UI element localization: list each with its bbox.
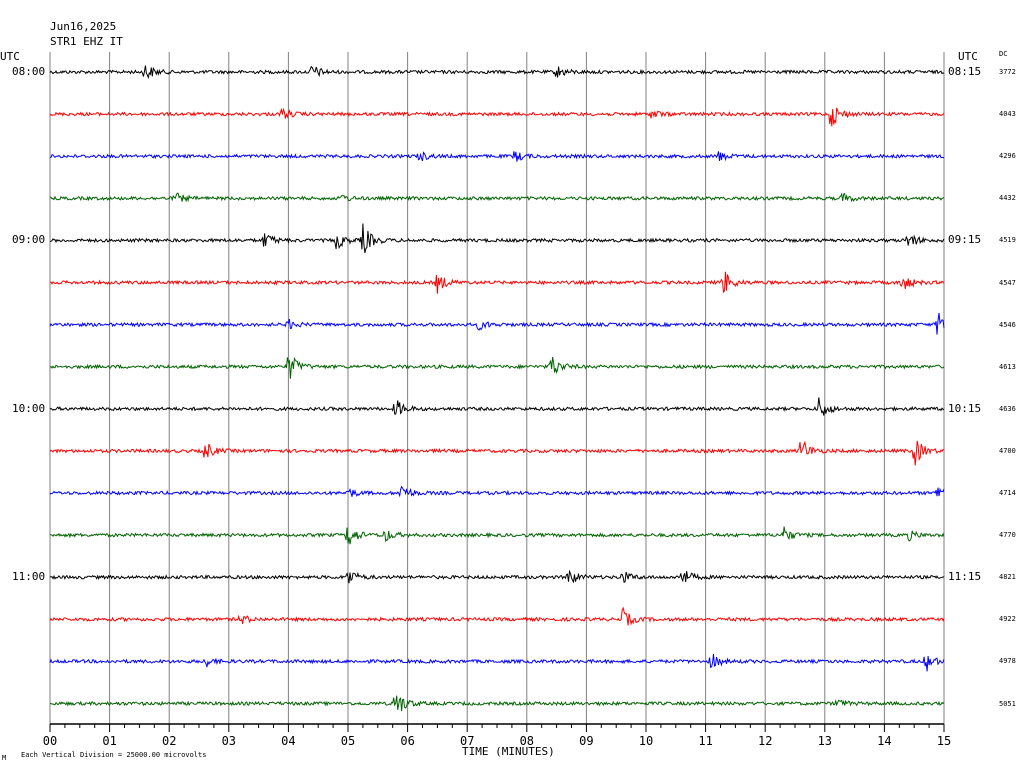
right-time-label: 10:15 <box>948 401 982 415</box>
trace-row-4 <box>49 223 945 254</box>
x-tick-label-11: 11 <box>698 734 712 748</box>
trace-row-1 <box>49 107 945 127</box>
trace-row-15 <box>49 695 945 712</box>
x-tick-label-12: 12 <box>758 734 772 748</box>
x-tick-label-8: 08 <box>520 734 534 748</box>
dc-offset-label: 4821 <box>999 573 1016 582</box>
trace-row-2 <box>49 151 945 162</box>
x-tick-label-7: 07 <box>460 734 474 748</box>
x-tick-label-0: 00 <box>43 734 57 748</box>
trace-row-14 <box>49 654 945 672</box>
dc-offset-label: 4978 <box>999 657 1016 666</box>
trace-row-9 <box>49 440 945 466</box>
x-tick-label-6: 06 <box>400 734 414 748</box>
traces <box>49 65 945 712</box>
x-axis-title: TIME (MINUTES) <box>462 745 555 758</box>
right-time-label: 11:15 <box>948 570 982 584</box>
x-tick-label-5: 05 <box>341 734 355 748</box>
x-tick-label-14: 14 <box>877 734 891 748</box>
dc-offset-label: 4714 <box>999 489 1016 497</box>
dc-offset-label: 4519 <box>999 236 1016 245</box>
left-time-label: 10:00 <box>12 401 46 415</box>
trace-row-3 <box>49 192 945 203</box>
dc-offset-label: 4296 <box>999 152 1016 161</box>
dc-label: DC <box>999 50 1008 58</box>
x-tick-label-2: 02 <box>162 734 176 748</box>
left-time-label: 08:00 <box>12 65 46 78</box>
dc-offset-label: 5051 <box>999 699 1016 708</box>
x-tick-label-4: 04 <box>281 734 295 748</box>
dc-offset-label: 4547 <box>999 278 1016 287</box>
x-tick-label-3: 03 <box>222 734 236 748</box>
dc-offset-label: 4770 <box>999 531 1016 540</box>
corner-mark: M <box>2 754 7 762</box>
dc-offset-label: 4922 <box>999 615 1016 624</box>
left-time-label: 09:00 <box>12 233 46 247</box>
dc-offset-label: 4432 <box>999 194 1016 203</box>
trace-row-7 <box>49 356 945 379</box>
dc-offset-label: 4613 <box>999 362 1016 371</box>
x-axis: 00 01 02 03 04 05 06 07 08 09 10 11 12 13 14 15 <box>43 724 951 748</box>
trace-row-0 <box>49 65 945 80</box>
dc-offset-label: 4546 <box>999 320 1016 329</box>
trace-row-8 <box>49 397 945 416</box>
grid <box>49 52 945 725</box>
chart-date: Jun16,2025 <box>50 20 117 33</box>
x-tick-label-9: 09 <box>579 734 593 748</box>
right-time-label: 09:15 <box>948 233 982 247</box>
dc-offset-label: 4043 <box>999 110 1016 119</box>
utc-right-label: UTC <box>958 50 978 63</box>
trace-row-13 <box>49 606 945 626</box>
trace-row-11 <box>49 526 945 545</box>
scale-note: Each Vertical Division = 25000.00 microv… <box>21 751 207 759</box>
trace-row-12 <box>49 569 945 584</box>
trace-row-10 <box>49 485 945 498</box>
x-tick-label-10: 10 <box>639 734 653 748</box>
right-time-label: 08:15 <box>948 65 982 78</box>
dc-offset-label: 4700 <box>999 446 1016 455</box>
station-label: STR1 EHZ IT <box>50 35 123 48</box>
x-tick-label-15: 15 <box>937 734 951 748</box>
x-tick-label-13: 13 <box>818 734 832 748</box>
x-tick-label-1: 01 <box>102 734 116 748</box>
utc-left-label: UTC <box>0 50 20 63</box>
dc-offset-label: 3772 <box>999 68 1016 76</box>
dc-offset-label: 4636 <box>999 404 1016 413</box>
trace-row-6 <box>49 312 945 335</box>
trace-row-5 <box>50 271 945 294</box>
left-time-label: 11:00 <box>12 570 46 584</box>
